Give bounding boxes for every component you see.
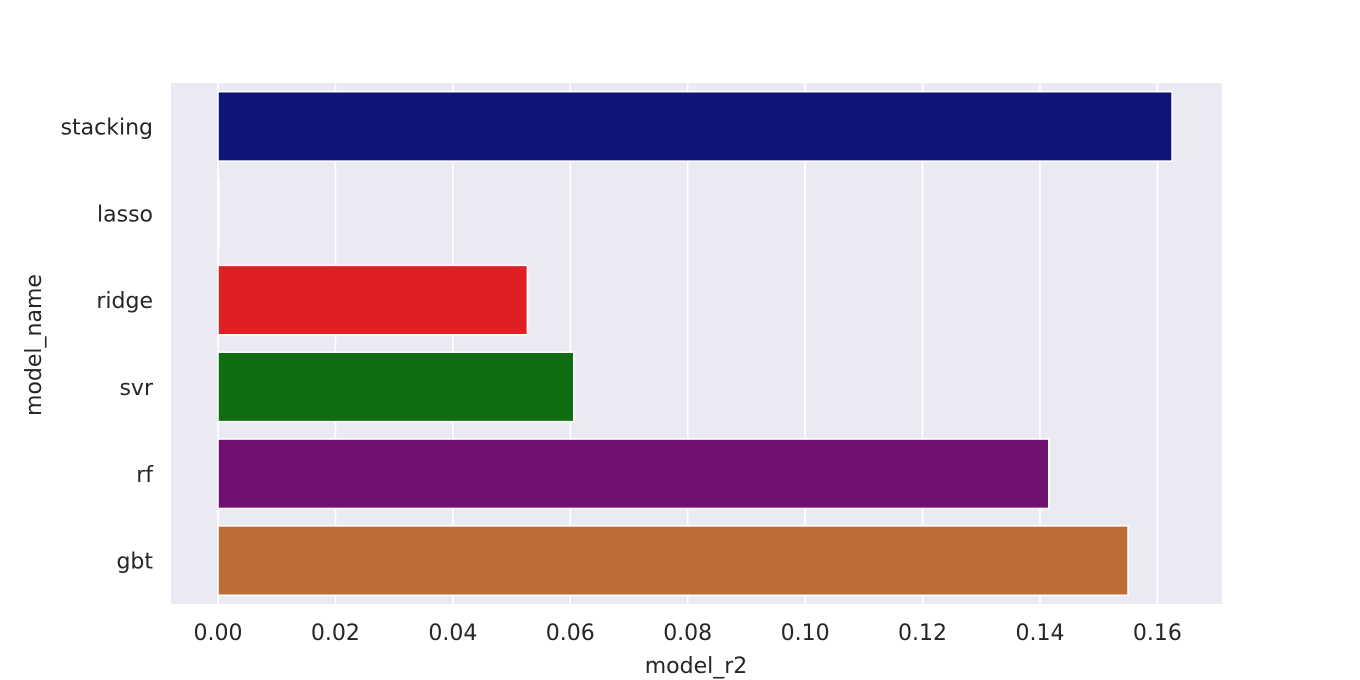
x-tick-label: 0.12 bbox=[898, 621, 947, 646]
y-tick-label-stacking: stacking bbox=[61, 115, 153, 140]
x-tick-label: 0.02 bbox=[311, 621, 360, 646]
x-axis-label: model_r2 bbox=[645, 654, 748, 679]
plot-area bbox=[171, 83, 1222, 604]
y-tick-label-lasso: lasso bbox=[97, 202, 153, 227]
y-tick-label-gbt: gbt bbox=[116, 550, 153, 575]
y-tick-label-ridge: ridge bbox=[96, 289, 153, 314]
grid-lines bbox=[217, 83, 1159, 604]
bar-stacking bbox=[217, 90, 1173, 162]
bar-svr bbox=[217, 351, 575, 423]
bar-ridge bbox=[217, 264, 529, 336]
x-tick-label: 0.10 bbox=[781, 621, 830, 646]
x-tick-label: 0.06 bbox=[546, 621, 595, 646]
y-tick-labels: stacking lasso ridge svr rf gbt bbox=[61, 115, 155, 574]
x-tick-label: 0.14 bbox=[1015, 621, 1064, 646]
y-tick-label-rf: rf bbox=[136, 463, 154, 488]
y-axis-label: model_name bbox=[22, 274, 47, 416]
bar-rf bbox=[217, 438, 1050, 510]
x-tick-label: 0.08 bbox=[663, 621, 712, 646]
bar-lasso bbox=[217, 177, 220, 249]
y-tick-label-svr: svr bbox=[119, 376, 153, 401]
bars bbox=[217, 90, 1173, 597]
x-tick-label: 0.16 bbox=[1133, 621, 1182, 646]
x-tick-label: 0.00 bbox=[193, 621, 242, 646]
x-tick-labels: 0.00 0.02 0.04 0.06 0.08 0.10 0.12 0.14 0.16 bbox=[193, 621, 1181, 646]
bar-gbt bbox=[217, 525, 1129, 597]
x-tick-label: 0.04 bbox=[428, 621, 477, 646]
